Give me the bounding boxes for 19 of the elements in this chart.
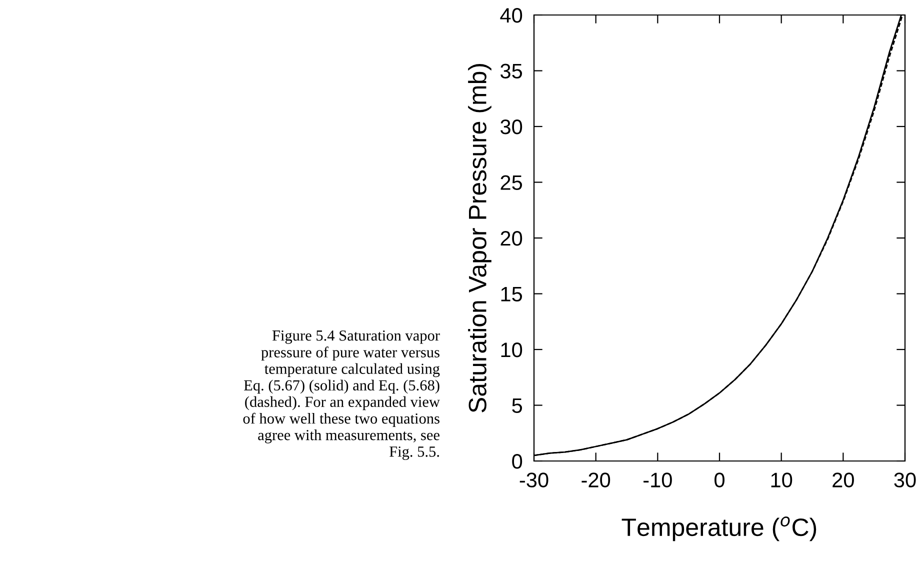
x-axis-title: Temperature ($^{o}$C) (622, 516, 816, 542)
x-tick-label: -20 (582, 472, 610, 488)
y-tick-label: 40 (500, 8, 522, 23)
x-tick-label: 0 (714, 472, 724, 488)
x-tick-label: -10 (644, 472, 672, 488)
x-tick-label: 20 (832, 472, 854, 488)
x-tick-label: -30 (520, 472, 548, 488)
y-axis-title: Saturation Vapor Pressure (mb) (468, 64, 492, 412)
caption: Figure 5.4 Saturation vapor pressure of pure water versus temperature calculated using Eq. (5.67) (solid) and Eq. (5.68) (dashed). For an expanded view of how well these two equations agree with measurements, see Fig. 5.5. (243, 330, 440, 460)
y-tick-label: 20 (500, 231, 522, 246)
y-tick-label: 0 (512, 454, 522, 469)
y-tick-label: 25 (500, 175, 522, 190)
y-tick-label: 5 (512, 398, 522, 414)
x-tick-label: 30 (894, 472, 916, 488)
x-tick-label: 10 (771, 472, 792, 488)
y-tick-label: 35 (500, 64, 522, 79)
y-tick-label: 10 (501, 342, 522, 358)
y-tick-label: 15 (501, 286, 522, 302)
y-tick-label: 30 (500, 120, 522, 134)
